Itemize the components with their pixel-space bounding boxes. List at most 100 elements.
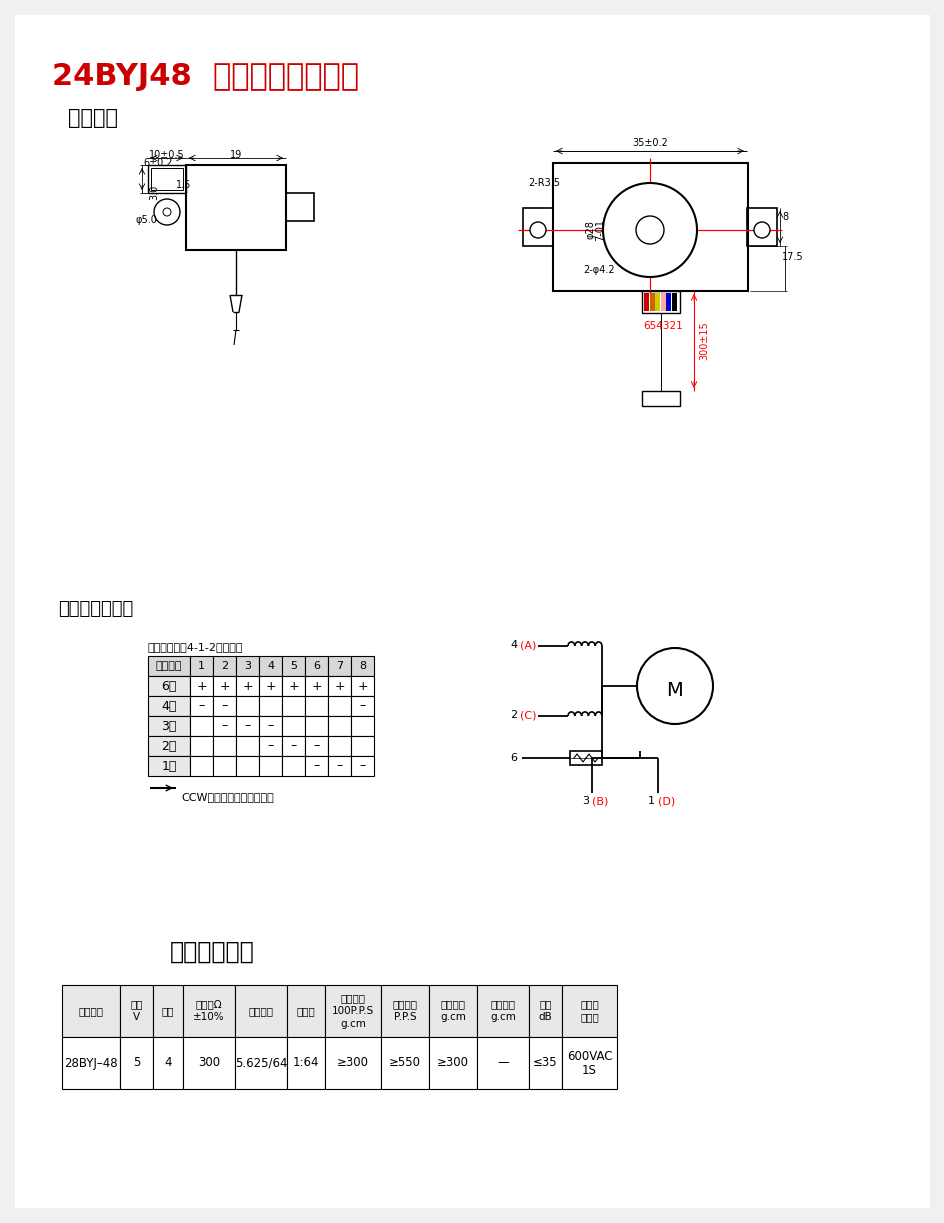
Bar — [236, 756, 259, 777]
Bar — [350, 696, 374, 715]
Text: g.cm: g.cm — [490, 1013, 515, 1022]
Text: 步距角度: 步距角度 — [248, 1007, 273, 1016]
Text: 1S: 1S — [582, 1064, 597, 1076]
Bar — [529, 985, 562, 1037]
Text: 10±0.5: 10±0.5 — [149, 150, 185, 160]
Bar — [643, 294, 649, 311]
Bar — [120, 1037, 153, 1088]
Circle shape — [602, 183, 697, 276]
Bar — [552, 163, 748, 291]
Text: 1: 1 — [648, 796, 654, 806]
Text: +: + — [311, 680, 322, 692]
Text: +: + — [219, 680, 229, 692]
Text: 导线颜色: 导线颜色 — [156, 660, 182, 671]
Text: –: – — [198, 700, 205, 713]
Text: 相数: 相数 — [161, 1007, 174, 1016]
Bar — [328, 676, 350, 696]
Text: 4: 4 — [266, 660, 274, 671]
Text: 5.625/64: 5.625/64 — [234, 1057, 287, 1069]
Bar — [429, 985, 477, 1037]
Bar — [380, 985, 429, 1037]
Circle shape — [530, 223, 546, 238]
Bar — [190, 715, 212, 736]
Bar — [148, 676, 190, 696]
Text: –: – — [336, 759, 343, 773]
Bar — [235, 1037, 287, 1088]
Bar — [148, 165, 186, 193]
Text: 外型尺寸: 外型尺寸 — [68, 108, 118, 128]
Bar — [328, 696, 350, 715]
Bar — [120, 985, 153, 1037]
Bar — [380, 1037, 429, 1088]
Text: ≥300: ≥300 — [337, 1057, 368, 1069]
Bar — [190, 656, 212, 676]
Text: 8: 8 — [782, 212, 787, 223]
Text: 5: 5 — [290, 660, 296, 671]
Text: 电压: 电压 — [130, 999, 143, 1009]
Bar — [350, 676, 374, 696]
Text: 驱动方法及参数: 驱动方法及参数 — [58, 600, 133, 618]
Text: g.cm: g.cm — [440, 1013, 465, 1022]
Text: 7-01: 7-01 — [595, 219, 604, 241]
Bar — [660, 294, 665, 311]
Bar — [281, 696, 305, 715]
Text: 相电阱Ω: 相电阱Ω — [195, 999, 222, 1009]
Text: –: – — [359, 700, 365, 713]
Text: (D): (D) — [657, 796, 675, 806]
Bar — [325, 1037, 380, 1088]
Text: 3.0: 3.0 — [149, 185, 159, 201]
Bar — [190, 756, 212, 777]
Bar — [328, 736, 350, 756]
Text: 24BYJ48  步进电机使用手册: 24BYJ48 步进电机使用手册 — [52, 62, 359, 91]
Text: ≤35: ≤35 — [532, 1057, 557, 1069]
Text: —: — — [497, 1057, 508, 1069]
Text: 2-φ4.2: 2-φ4.2 — [582, 265, 614, 275]
Bar — [212, 696, 236, 715]
Text: ±10%: ±10% — [193, 1013, 225, 1022]
Text: 1:64: 1:64 — [293, 1057, 319, 1069]
Circle shape — [635, 216, 664, 245]
Bar — [671, 294, 676, 311]
Bar — [281, 676, 305, 696]
Bar — [153, 1037, 183, 1088]
Bar — [190, 736, 212, 756]
Text: 噪声: 噪声 — [539, 999, 551, 1009]
Bar — [190, 696, 212, 715]
Bar — [286, 193, 313, 221]
Text: +: + — [288, 680, 298, 692]
Text: 28BYJ–48: 28BYJ–48 — [64, 1057, 118, 1069]
Bar — [259, 676, 281, 696]
Text: 19: 19 — [229, 150, 242, 160]
Text: (B): (B) — [591, 796, 608, 806]
Bar — [212, 676, 236, 696]
Bar — [654, 294, 659, 311]
Bar — [328, 715, 350, 736]
Bar — [305, 656, 328, 676]
Text: 2-R3.5: 2-R3.5 — [528, 179, 560, 188]
Text: 6: 6 — [312, 660, 320, 671]
Text: –: – — [290, 740, 296, 752]
Text: 654321: 654321 — [642, 320, 682, 331]
Bar — [305, 756, 328, 777]
Text: +: + — [334, 680, 345, 692]
Bar — [212, 715, 236, 736]
Bar — [477, 985, 529, 1037]
Text: 绝缘介: 绝缘介 — [580, 999, 598, 1009]
Bar — [529, 1037, 562, 1088]
Bar — [259, 736, 281, 756]
Text: 17.5: 17.5 — [782, 252, 802, 262]
Bar — [746, 208, 776, 246]
Bar — [236, 736, 259, 756]
Text: 驱动方式：〈4-1-2相驱动〉: 驱动方式：〈4-1-2相驱动〉 — [148, 642, 244, 652]
Text: φ28: φ28 — [585, 220, 596, 240]
Bar — [259, 656, 281, 676]
Bar — [148, 715, 190, 736]
Bar — [148, 756, 190, 777]
Text: –: – — [313, 740, 319, 752]
Text: 1: 1 — [198, 660, 205, 671]
Text: +: + — [196, 680, 207, 692]
Bar — [259, 715, 281, 736]
Text: dB: dB — [538, 1013, 552, 1022]
Bar — [281, 715, 305, 736]
Bar — [350, 656, 374, 676]
